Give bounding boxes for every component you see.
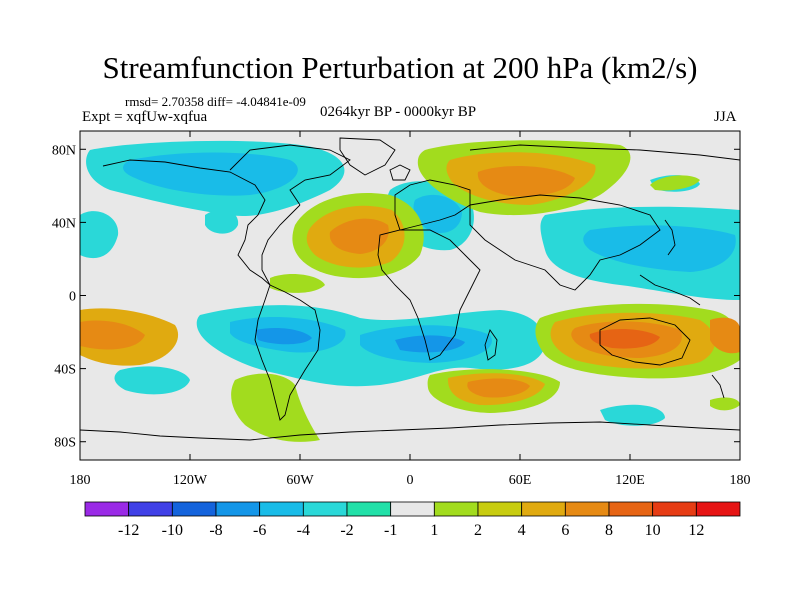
- stats-label: rmsd= 2.70358 diff= -4.04841e-09: [125, 94, 306, 109]
- contour-atlantic-africa-high-core: [329, 218, 389, 254]
- map-panel: [80, 131, 740, 460]
- contour-south-pacific-low: [114, 366, 190, 395]
- coast-canada-arctic: [229, 144, 351, 206]
- colorbar-swatch: [695, 501, 741, 517]
- contour-small-south-high: [710, 397, 740, 411]
- coast-new-zealand: [711, 374, 725, 399]
- colorbar-swatch: [608, 501, 654, 517]
- contour-east-pacific-high-core: [80, 320, 145, 350]
- coast-europe: [394, 179, 471, 231]
- lon-tick-label: 180: [70, 473, 91, 488]
- coast-south-america: [254, 284, 321, 421]
- contour-fills: [80, 140, 740, 442]
- colorbar-label: -6: [253, 522, 266, 539]
- lon-tick-label: 120W: [173, 473, 208, 488]
- coast-siberia-arctic: [469, 144, 740, 161]
- lon-tick-label: 60E: [509, 473, 532, 488]
- coast-australia: [599, 317, 691, 366]
- lat-tick-label: 80N: [52, 143, 76, 158]
- colorbar-swatch: [433, 501, 479, 517]
- colorbar: -12 -10 -8 -6 -4 -2 -1 1 2 4 6 8 10 12: [84, 501, 741, 539]
- experiment-label: Expt = xqfUw-xqfua: [82, 109, 208, 125]
- contour-australia-high-core: [589, 328, 660, 349]
- contour-small-high: [270, 274, 325, 293]
- colorbar-swatch: [259, 501, 304, 517]
- lon-tick-label: 60W: [286, 473, 314, 488]
- coast-indonesia: [639, 274, 701, 306]
- contour-south-atlantic-low-core: [395, 335, 465, 353]
- colorbar-swatch: [521, 501, 566, 517]
- lat-tick-label: 40N: [52, 216, 76, 231]
- colorbar-swatch: [652, 501, 697, 517]
- colorbar-swatch: [302, 501, 348, 517]
- colorbar-swatch: [346, 501, 392, 517]
- colorbar-label: -4: [297, 522, 310, 539]
- lat-tick-label: 0: [69, 290, 76, 305]
- colorbar-label: -2: [340, 522, 353, 539]
- contour-eastasia-low-core: [583, 225, 736, 272]
- contour-far-south-low: [600, 404, 665, 426]
- contour-central-asia-high-core: [477, 166, 575, 197]
- colorbar-label: 4: [518, 522, 526, 539]
- coast-british-isles: [389, 164, 411, 181]
- colorbar-swatch: [564, 501, 610, 517]
- colorbar-label: 1: [430, 522, 438, 539]
- colorbar-swatch: [128, 501, 173, 517]
- coast-greenland: [339, 137, 396, 176]
- colorbar-label: -12: [118, 522, 139, 539]
- colorbar-swatch: [215, 501, 261, 517]
- period-label: 0264kyr BP - 0000kyr BP: [320, 104, 477, 120]
- colorbar-label: -8: [209, 522, 222, 539]
- colorbar-swatch: [84, 501, 130, 517]
- chart-title: Streamfunction Perturbation at 200 hPa (…: [102, 50, 698, 85]
- coast-north-america-west: [102, 159, 271, 286]
- colorbar-swatch: [171, 501, 217, 517]
- colorbar-swatch: [390, 501, 435, 517]
- contour-pacific-west-low: [80, 211, 119, 259]
- coast-japan: [664, 219, 676, 256]
- contour-dateline-high: [710, 317, 740, 354]
- colorbar-label: 6: [561, 522, 569, 539]
- colorbar-swatch: [477, 501, 523, 517]
- season-label: JJA: [714, 109, 737, 125]
- contour-south-america-low-core: [255, 327, 312, 345]
- lat-tick-label: 40S: [54, 363, 76, 378]
- colorbar-label: -1: [384, 522, 397, 539]
- colorbar-label: 10: [645, 522, 661, 539]
- axis-ticks: 80N 40N 0 40S 80S 180 120W 60W 0 60E 120E 180: [52, 131, 751, 488]
- lon-tick-label: 180: [730, 473, 751, 488]
- lon-tick-label: 0: [407, 473, 414, 488]
- lon-tick-label: 120E: [615, 473, 645, 488]
- contour-small-low: [205, 209, 239, 234]
- contour-south-america-tip-high: [231, 373, 320, 442]
- lat-tick-label: 80S: [54, 436, 76, 451]
- colorbar-label: 8: [605, 522, 613, 539]
- coast-north-america-east: [261, 204, 301, 286]
- coast-africa: [377, 229, 481, 361]
- coast-antarctica: [80, 421, 740, 441]
- colorbar-label: -10: [162, 522, 183, 539]
- contour-pacific-north-high: [650, 175, 700, 191]
- contour-south-indian-high-core: [467, 378, 530, 398]
- colorbar-label: 2: [474, 522, 482, 539]
- coast-madagascar: [484, 329, 498, 361]
- coast-asia: [469, 194, 661, 291]
- coastlines: [80, 137, 740, 441]
- colorbar-label: 12: [688, 522, 704, 539]
